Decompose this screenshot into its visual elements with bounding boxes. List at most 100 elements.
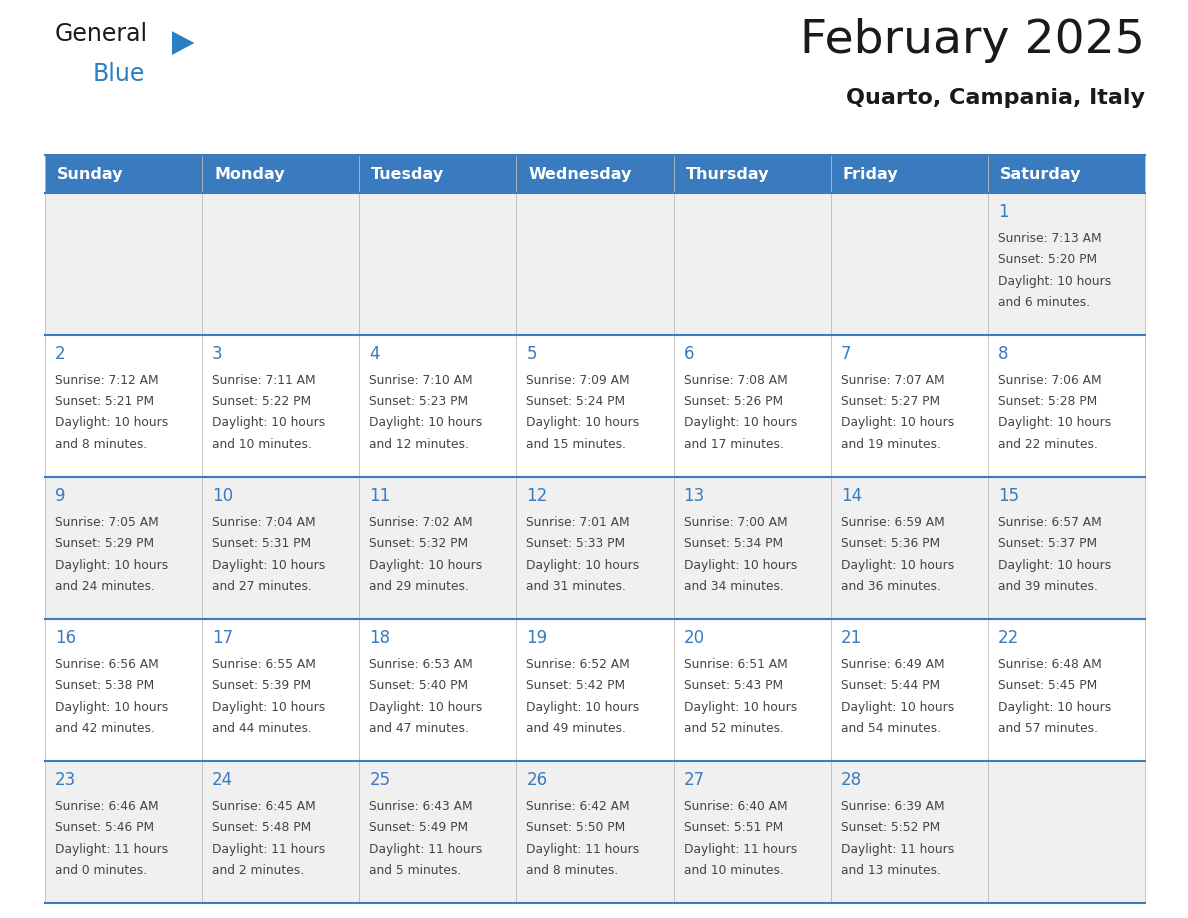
Text: Sunrise: 7:12 AM: Sunrise: 7:12 AM [55,374,159,386]
Text: Saturday: Saturday [1000,166,1081,182]
Text: Sunset: 5:44 PM: Sunset: 5:44 PM [841,679,940,692]
Text: 7: 7 [841,345,852,363]
Text: Daylight: 11 hours: Daylight: 11 hours [369,843,482,856]
Polygon shape [172,31,195,55]
Text: Daylight: 10 hours: Daylight: 10 hours [369,558,482,572]
Text: Sunset: 5:37 PM: Sunset: 5:37 PM [998,537,1097,550]
Text: Sunset: 5:20 PM: Sunset: 5:20 PM [998,253,1097,266]
Text: Sunrise: 7:09 AM: Sunrise: 7:09 AM [526,374,630,386]
Text: and 57 minutes.: and 57 minutes. [998,722,1098,735]
Text: Sunset: 5:26 PM: Sunset: 5:26 PM [683,395,783,408]
Text: and 34 minutes.: and 34 minutes. [683,580,783,593]
Text: Sunset: 5:23 PM: Sunset: 5:23 PM [369,395,468,408]
Text: 24: 24 [213,771,233,789]
Text: Tuesday: Tuesday [372,166,444,182]
Text: Sunset: 5:24 PM: Sunset: 5:24 PM [526,395,626,408]
Text: Sunset: 5:50 PM: Sunset: 5:50 PM [526,821,626,834]
Text: Sunset: 5:52 PM: Sunset: 5:52 PM [841,821,940,834]
Text: Sunrise: 6:55 AM: Sunrise: 6:55 AM [213,657,316,670]
Text: and 52 minutes.: and 52 minutes. [683,722,784,735]
Text: and 24 minutes.: and 24 minutes. [55,580,154,593]
Text: Sunset: 5:43 PM: Sunset: 5:43 PM [683,679,783,692]
Text: and 42 minutes.: and 42 minutes. [55,722,154,735]
Text: Sunset: 5:29 PM: Sunset: 5:29 PM [55,537,154,550]
Text: Daylight: 10 hours: Daylight: 10 hours [369,700,482,713]
Text: Sunset: 5:36 PM: Sunset: 5:36 PM [841,537,940,550]
Text: 13: 13 [683,487,704,505]
Text: Daylight: 10 hours: Daylight: 10 hours [213,558,326,572]
Text: Sunset: 5:31 PM: Sunset: 5:31 PM [213,537,311,550]
Text: Sunset: 5:46 PM: Sunset: 5:46 PM [55,821,154,834]
Text: and 19 minutes.: and 19 minutes. [841,438,941,451]
Text: and 54 minutes.: and 54 minutes. [841,722,941,735]
Bar [45,761,1145,903]
Text: Daylight: 10 hours: Daylight: 10 hours [998,417,1111,430]
Text: Sunrise: 7:01 AM: Sunrise: 7:01 AM [526,516,630,529]
Text: 1: 1 [998,203,1009,221]
Text: and 29 minutes.: and 29 minutes. [369,580,469,593]
Text: Sunset: 5:28 PM: Sunset: 5:28 PM [998,395,1097,408]
Text: Sunset: 5:51 PM: Sunset: 5:51 PM [683,821,783,834]
Text: 25: 25 [369,771,391,789]
Text: Daylight: 10 hours: Daylight: 10 hours [841,558,954,572]
Text: Sunrise: 6:49 AM: Sunrise: 6:49 AM [841,657,944,670]
Text: Daylight: 10 hours: Daylight: 10 hours [55,417,169,430]
Text: 18: 18 [369,629,391,647]
Text: Sunrise: 7:02 AM: Sunrise: 7:02 AM [369,516,473,529]
Text: Sunrise: 7:07 AM: Sunrise: 7:07 AM [841,374,944,386]
Text: and 5 minutes.: and 5 minutes. [369,864,461,877]
Text: Sunrise: 7:13 AM: Sunrise: 7:13 AM [998,231,1101,244]
Text: Quarto, Campania, Italy: Quarto, Campania, Italy [846,88,1145,108]
Text: Sunset: 5:38 PM: Sunset: 5:38 PM [55,679,154,692]
Text: 5: 5 [526,345,537,363]
Text: and 15 minutes.: and 15 minutes. [526,438,626,451]
Text: Sunrise: 7:04 AM: Sunrise: 7:04 AM [213,516,316,529]
Text: Daylight: 11 hours: Daylight: 11 hours [841,843,954,856]
Bar [45,335,1145,477]
Text: and 27 minutes.: and 27 minutes. [213,580,312,593]
Text: and 31 minutes.: and 31 minutes. [526,580,626,593]
Text: Sunrise: 7:11 AM: Sunrise: 7:11 AM [213,374,316,386]
Text: Sunrise: 6:40 AM: Sunrise: 6:40 AM [683,800,788,812]
Text: 15: 15 [998,487,1019,505]
Text: Friday: Friday [842,166,898,182]
Text: and 6 minutes.: and 6 minutes. [998,296,1089,309]
Text: Daylight: 10 hours: Daylight: 10 hours [213,417,326,430]
Text: Sunset: 5:45 PM: Sunset: 5:45 PM [998,679,1097,692]
Text: 17: 17 [213,629,233,647]
Bar [45,193,1145,335]
Text: and 2 minutes.: and 2 minutes. [213,864,304,877]
Text: Thursday: Thursday [685,166,769,182]
Text: 19: 19 [526,629,548,647]
Bar [45,155,1145,193]
Text: Sunrise: 6:51 AM: Sunrise: 6:51 AM [683,657,788,670]
Text: 8: 8 [998,345,1009,363]
Text: Sunset: 5:39 PM: Sunset: 5:39 PM [213,679,311,692]
Text: 6: 6 [683,345,694,363]
Text: February 2025: February 2025 [801,18,1145,63]
Text: Daylight: 10 hours: Daylight: 10 hours [998,274,1111,287]
Text: 27: 27 [683,771,704,789]
Text: Sunrise: 6:43 AM: Sunrise: 6:43 AM [369,800,473,812]
Text: Sunrise: 6:42 AM: Sunrise: 6:42 AM [526,800,630,812]
Text: Sunrise: 6:48 AM: Sunrise: 6:48 AM [998,657,1101,670]
Text: Sunset: 5:22 PM: Sunset: 5:22 PM [213,395,311,408]
Text: Daylight: 10 hours: Daylight: 10 hours [55,700,169,713]
Text: Sunset: 5:33 PM: Sunset: 5:33 PM [526,537,626,550]
Text: Daylight: 10 hours: Daylight: 10 hours [213,700,326,713]
Text: Sunrise: 6:57 AM: Sunrise: 6:57 AM [998,516,1101,529]
Text: Daylight: 10 hours: Daylight: 10 hours [841,700,954,713]
Text: 22: 22 [998,629,1019,647]
Bar [45,619,1145,761]
Text: 23: 23 [55,771,76,789]
Text: General: General [55,22,148,46]
Text: Blue: Blue [93,62,145,86]
Text: Sunset: 5:40 PM: Sunset: 5:40 PM [369,679,468,692]
Text: and 8 minutes.: and 8 minutes. [55,438,147,451]
Text: and 17 minutes.: and 17 minutes. [683,438,783,451]
Text: Daylight: 11 hours: Daylight: 11 hours [526,843,639,856]
Text: Daylight: 11 hours: Daylight: 11 hours [213,843,326,856]
Text: and 49 minutes.: and 49 minutes. [526,722,626,735]
Text: 3: 3 [213,345,223,363]
Text: Daylight: 10 hours: Daylight: 10 hours [369,417,482,430]
